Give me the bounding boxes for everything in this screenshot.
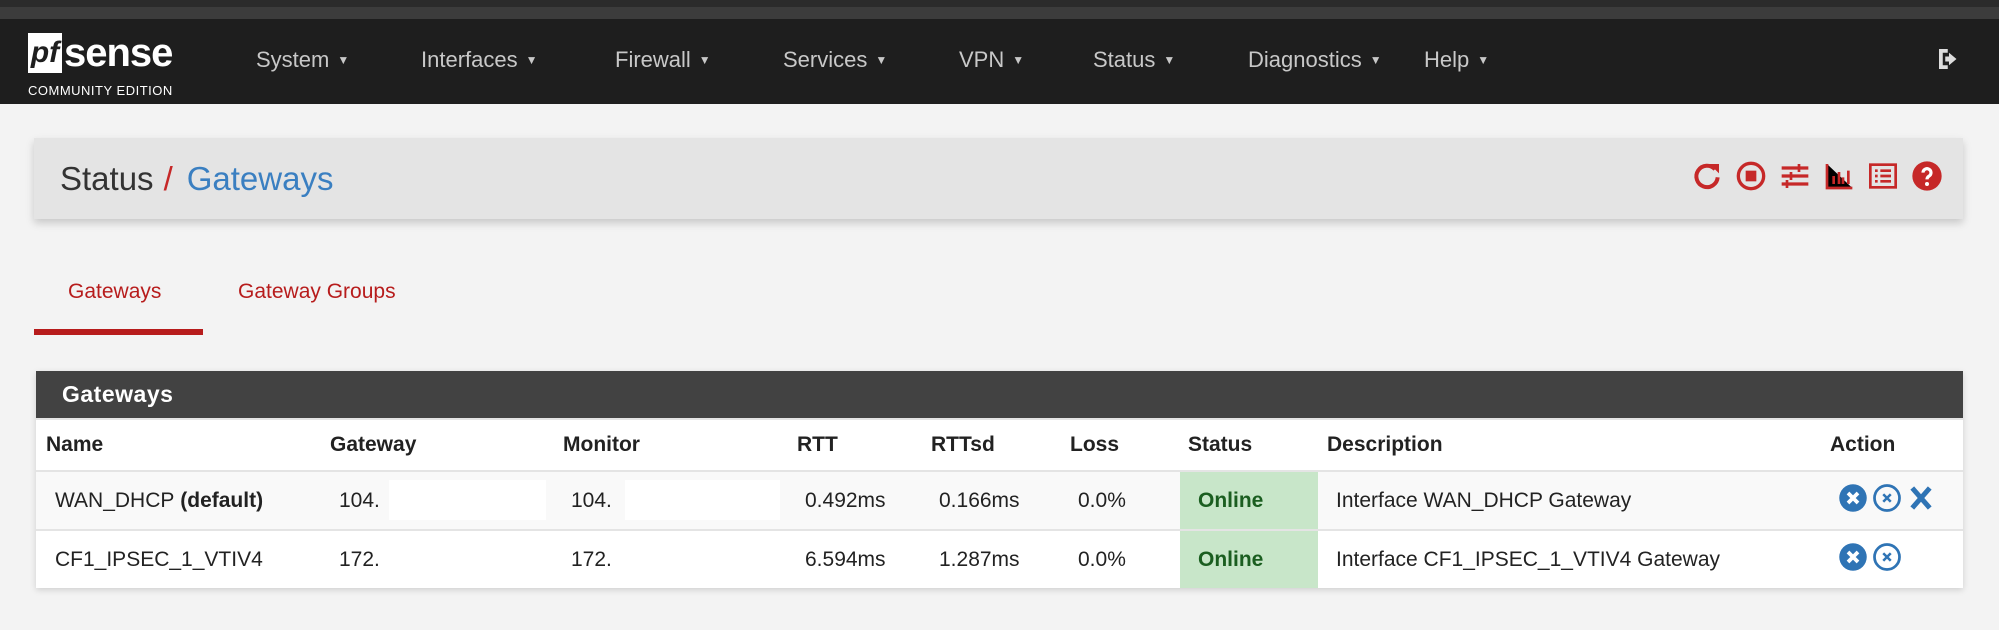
- tab-gateways[interactable]: Gateways: [68, 280, 162, 303]
- col-gateway: Gateway: [330, 433, 417, 456]
- nav-status[interactable]: Status ▼: [1093, 47, 1175, 73]
- rttsd-value: 1.287ms: [939, 547, 1020, 571]
- caret-down-icon: ▼: [1012, 53, 1025, 67]
- description: Interface CF1_IPSEC_1_VTIV4 Gateway: [1336, 547, 1721, 571]
- redaction-box: [389, 480, 546, 520]
- logo-mark: pf: [28, 33, 62, 73]
- rtt-value: 6.594ms: [805, 547, 886, 571]
- top-navbar: pf sense COMMUNITY EDITION System ▼ Inter…: [0, 19, 1999, 104]
- col-rtt: RTT: [797, 433, 838, 456]
- nav-system[interactable]: System ▼: [256, 47, 349, 73]
- loss-value: 0.0%: [1078, 547, 1126, 571]
- help-icon[interactable]: [1911, 160, 1943, 197]
- caret-down-icon: ▼: [698, 53, 711, 67]
- breadcrumb-parent[interactable]: Status: [60, 160, 154, 197]
- nav-vpn[interactable]: VPN ▼: [959, 47, 1024, 73]
- col-action: Action: [1830, 433, 1896, 456]
- caret-down-icon: ▼: [1163, 53, 1176, 67]
- nav-label: System: [256, 47, 330, 72]
- col-monitor: Monitor: [563, 433, 640, 456]
- disable-icon[interactable]: [1872, 483, 1902, 519]
- log-list-icon[interactable]: [1867, 160, 1899, 197]
- nav-help[interactable]: Help ▼: [1424, 47, 1489, 73]
- delete-icon[interactable]: [1906, 483, 1936, 519]
- nav-label: Help: [1424, 47, 1470, 72]
- breadcrumb-current[interactable]: Gateways: [186, 160, 334, 197]
- breadcrumb: Status / Gateways: [60, 160, 333, 198]
- rttsd-value: 0.166ms: [939, 488, 1020, 512]
- reload-icon[interactable]: [1691, 160, 1723, 197]
- kill-states-icon[interactable]: [1838, 542, 1868, 578]
- caret-down-icon: ▼: [1369, 53, 1382, 67]
- loss-value: 0.0%: [1078, 488, 1126, 512]
- gateway-address: 104.: [339, 488, 380, 512]
- breadcrumb-bar: Status / Gateways: [34, 138, 1963, 219]
- nav-label: Firewall: [615, 47, 691, 72]
- col-loss: Loss: [1070, 433, 1120, 456]
- caret-down-icon: ▼: [525, 53, 538, 67]
- nav-interfaces[interactable]: Interfaces ▼: [421, 47, 538, 73]
- nav-services[interactable]: Services ▼: [783, 47, 887, 73]
- table-header: Name Gateway Monitor RTT RTTsd Loss Stat…: [36, 418, 1963, 470]
- actions: [1838, 531, 1902, 588]
- nav-label: Diagnostics: [1248, 47, 1362, 72]
- nav-label: Services: [783, 47, 868, 72]
- active-tab-indicator: [34, 329, 203, 335]
- col-description: Description: [1327, 433, 1443, 456]
- breadcrumb-separator: /: [163, 160, 173, 197]
- table-row: CF1_IPSEC_1_VTIV4 172. 172. 6.594ms 1.28…: [36, 529, 1963, 588]
- nav-label: VPN: [959, 47, 1005, 72]
- gateways-panel: Gateways Name Gateway Monitor RTT RTTsd …: [36, 371, 1963, 588]
- redaction-box: [625, 480, 780, 520]
- col-rttsd: RTTsd: [931, 433, 995, 456]
- rtt-value: 0.492ms: [805, 488, 886, 512]
- name-text: WAN_DHCP: [55, 488, 175, 512]
- status-badge: Online: [1180, 531, 1318, 588]
- gateway-name: WAN_DHCP (default): [55, 472, 263, 529]
- default-label: (default): [180, 488, 264, 512]
- edition-label: COMMUNITY EDITION: [28, 83, 173, 98]
- status-badge: Online: [1180, 472, 1318, 529]
- logo-word: sense: [64, 31, 173, 75]
- tab-gateway-groups[interactable]: Gateway Groups: [238, 280, 396, 303]
- col-status: Status: [1188, 433, 1253, 456]
- table-row: WAN_DHCP (default) 104. 104. 0.492ms 0.1…: [36, 470, 1963, 529]
- browser-chrome: [0, 0, 1999, 7]
- kill-states-icon[interactable]: [1838, 483, 1868, 519]
- caret-down-icon: ▼: [337, 53, 350, 67]
- gateway-address: 172.: [339, 547, 380, 571]
- browser-chrome-bar: [0, 7, 1999, 19]
- logo-wordmark: pf sense: [28, 29, 218, 77]
- monitor-address: 104.: [571, 488, 612, 512]
- stop-icon[interactable]: [1735, 160, 1767, 197]
- nav-label: Interfaces: [421, 47, 518, 72]
- caret-down-icon: ▼: [875, 53, 888, 67]
- caret-down-icon: ▼: [1477, 53, 1490, 67]
- col-name: Name: [46, 433, 104, 456]
- nav-label: Status: [1093, 47, 1156, 72]
- monitor-address: 172.: [571, 547, 612, 571]
- pfsense-logo[interactable]: pf sense COMMUNITY EDITION: [28, 29, 218, 99]
- settings-sliders-icon[interactable]: [1779, 160, 1811, 197]
- nav-diagnostics[interactable]: Diagnostics ▼: [1248, 47, 1382, 73]
- panel-title: Gateways: [36, 371, 1963, 418]
- disable-icon[interactable]: [1872, 542, 1902, 578]
- nav-firewall[interactable]: Firewall ▼: [615, 47, 711, 73]
- chart-icon[interactable]: [1823, 160, 1855, 197]
- logout-icon[interactable]: [1934, 44, 1964, 81]
- gateway-name: CF1_IPSEC_1_VTIV4: [55, 547, 263, 571]
- description: Interface WAN_DHCP Gateway: [1336, 488, 1632, 512]
- actions: [1838, 472, 1936, 529]
